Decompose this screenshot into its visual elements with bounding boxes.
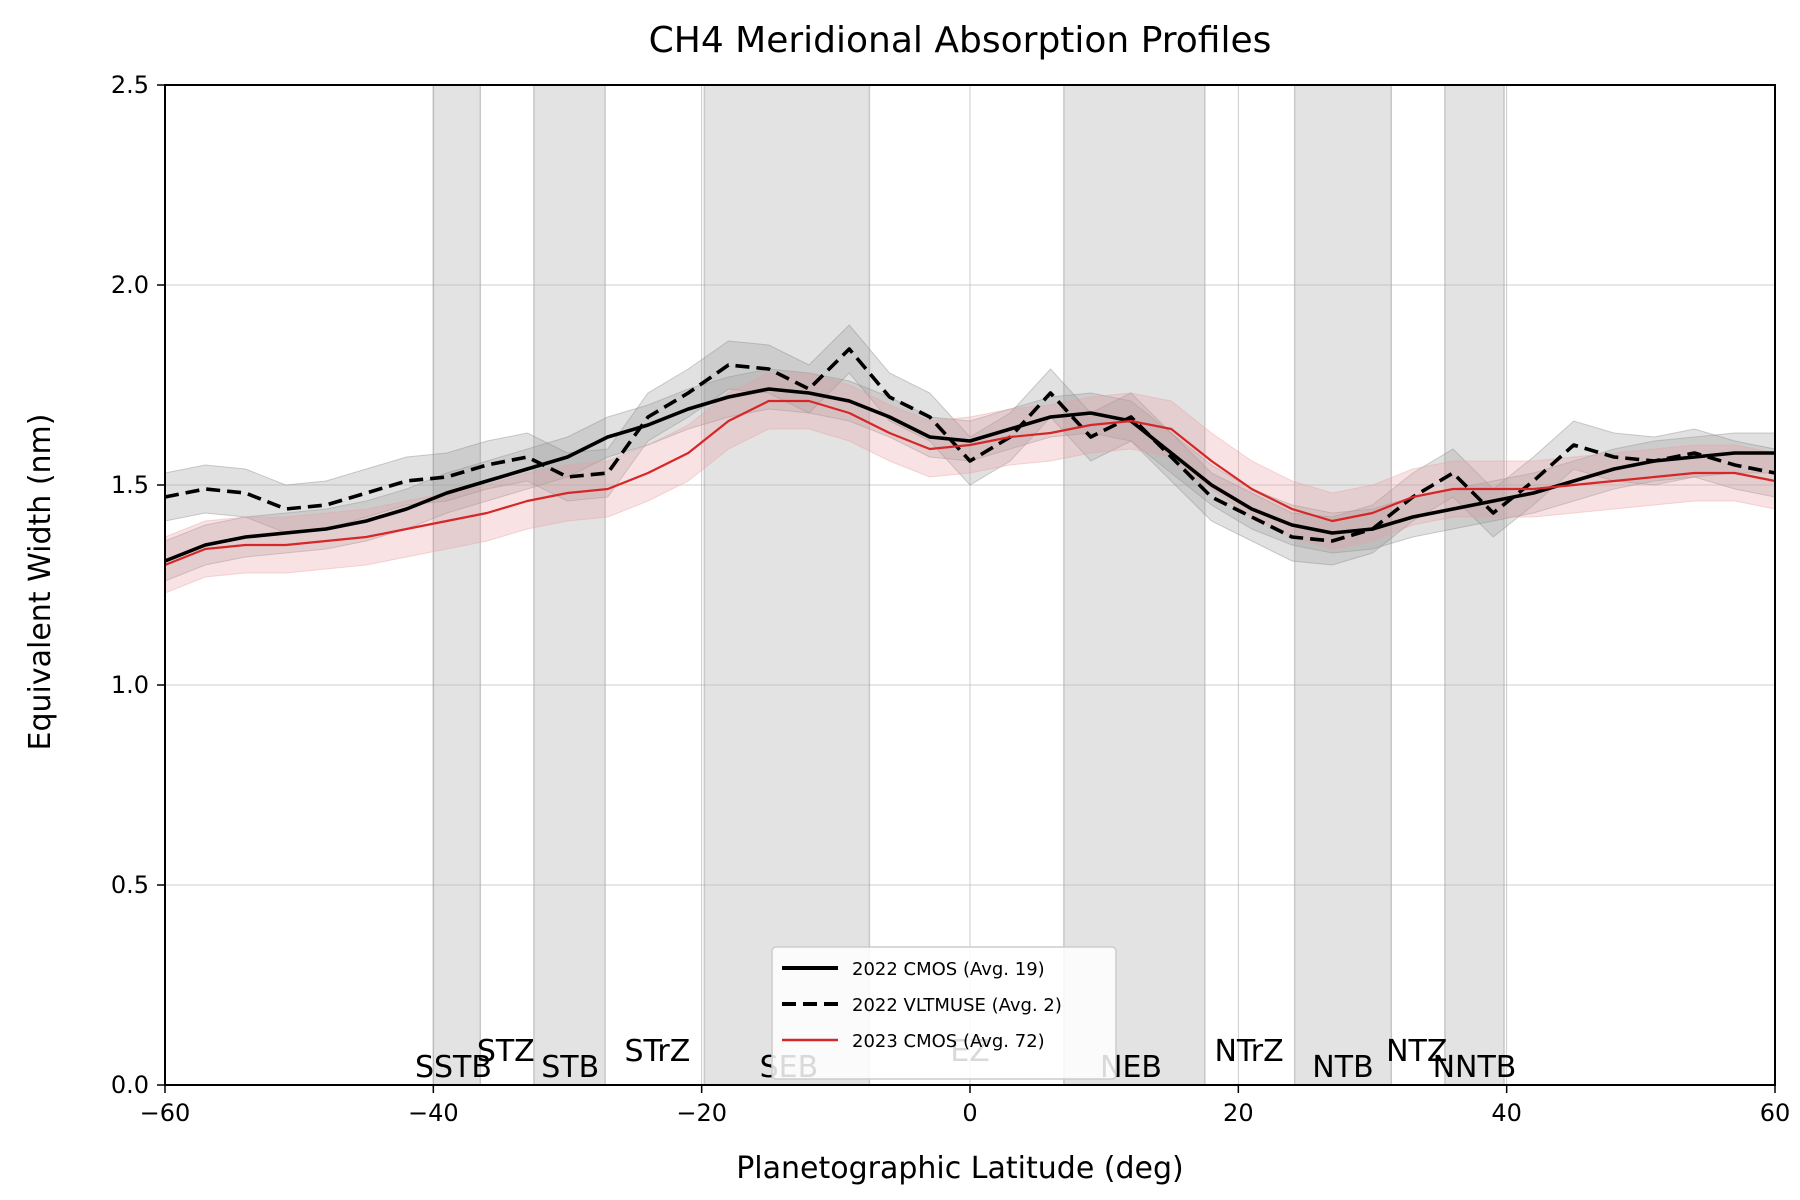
lines-layer	[164, 347, 1776, 567]
chart-title: CH4 Meridional Absorption Profiles	[649, 20, 1272, 61]
legend-label-vltmuse-2022: 2022 VLTMUSE (Avg. 2)	[852, 995, 1062, 1016]
y-tick-label: 2.5	[111, 71, 149, 99]
x-tick-label: 60	[1760, 1099, 1791, 1127]
zone-label-ntz: NTZ	[1386, 1034, 1447, 1069]
belt-band-neb	[1063, 84, 1206, 1086]
series-line-0	[164, 387, 1775, 563]
belt-band-seb	[703, 84, 871, 1086]
legend-label-cmos-2023: 2023 CMOS (Avg. 72)	[852, 1031, 1045, 1052]
legend-label-cmos-2022: 2022 CMOS (Avg. 19)	[852, 959, 1045, 980]
belt-label-sstb: SSTB	[415, 1050, 492, 1085]
y-tick-label: 1.5	[111, 471, 149, 499]
belt-label-ntb: NTB	[1312, 1050, 1373, 1085]
x-tick-label: 40	[1491, 1099, 1522, 1127]
y-tick-label: 1.0	[111, 671, 149, 699]
belt-label-nntb: NNTB	[1433, 1050, 1517, 1085]
x-axis-label: Planetographic Latitude (deg)	[736, 1151, 1184, 1186]
belt-label-stb: STB	[541, 1050, 599, 1085]
x-tick-label: −40	[408, 1099, 459, 1127]
x-tick-label: 0	[962, 1099, 977, 1127]
belt-band-ntb	[1293, 84, 1393, 1086]
series-line-2	[164, 399, 1776, 567]
x-tick-label: −20	[676, 1099, 727, 1127]
legend: 2022 CMOS (Avg. 19) 2022 VLTMUSE (Avg. 2…	[771, 946, 1117, 1080]
zone-label-ntrz: NTrZ	[1214, 1034, 1283, 1069]
y-tick-label: 0.0	[111, 1071, 149, 1099]
belt-band-sstb	[432, 84, 482, 1086]
belt-band-stb	[533, 84, 606, 1086]
zone-label-stz: STZ	[477, 1034, 535, 1069]
belts-layer	[432, 84, 1505, 1086]
legend-box	[771, 946, 1117, 1080]
zone-label-strz: STrZ	[624, 1034, 690, 1069]
y-tick-label: 0.5	[111, 871, 149, 899]
x-tick-label: 20	[1223, 1099, 1254, 1127]
belt-band-nntb	[1444, 84, 1505, 1086]
series-line-1	[164, 347, 1776, 543]
y-tick-label: 2.0	[111, 271, 149, 299]
x-tick-label: −60	[140, 1099, 191, 1127]
y-axis-label: Equivalent Width (nm)	[23, 414, 58, 751]
ticks-layer: −60 −40 −20 0 20 40 60 0.0 0.5 1.0 1.5 2.0 2.5	[111, 71, 1790, 1127]
